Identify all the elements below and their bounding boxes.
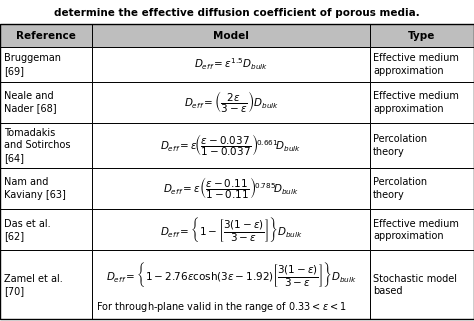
Text: Reference: Reference xyxy=(16,30,76,41)
Text: $D_{eff} = \left\{1 - \left[\dfrac{3(1-\varepsilon)}{3-\varepsilon}\right]\right: $D_{eff} = \left\{1 - \left[\dfrac{3(1-\… xyxy=(160,215,302,244)
Text: Effective medium
approximation: Effective medium approximation xyxy=(373,53,459,76)
Text: Effective medium
approximation: Effective medium approximation xyxy=(373,91,459,114)
Bar xyxy=(92,168,370,209)
Text: $D_{eff} = \left\{1 - 2.76\varepsilon \cosh(3\varepsilon - 1.92) \left[\dfrac{3(: $D_{eff} = \left\{1 - 2.76\varepsilon \c… xyxy=(106,260,356,289)
Text: $D_{eff} = \left(\dfrac{2\varepsilon}{3-\varepsilon}\right) D_{bulk}$: $D_{eff} = \left(\dfrac{2\varepsilon}{3-… xyxy=(183,89,279,115)
Bar xyxy=(370,168,474,209)
Text: Stochastic model
based: Stochastic model based xyxy=(373,274,457,296)
Bar xyxy=(92,209,370,250)
Bar xyxy=(0,123,92,168)
Text: Tomadakis
and Sotirchos
[64]: Tomadakis and Sotirchos [64] xyxy=(4,128,70,163)
Bar xyxy=(92,123,370,168)
Text: For through-plane valid in the range of $0.33 < \varepsilon < 1$: For through-plane valid in the range of … xyxy=(96,300,347,314)
Text: Neale and
Nader [68]: Neale and Nader [68] xyxy=(4,91,56,114)
Text: Nam and
Kaviany [63]: Nam and Kaviany [63] xyxy=(4,177,66,200)
Bar xyxy=(0,82,92,123)
Bar xyxy=(0,168,92,209)
Text: Zamel et al.
[70]: Zamel et al. [70] xyxy=(4,274,63,296)
Bar xyxy=(92,250,370,319)
Bar xyxy=(370,82,474,123)
Text: $D_{eff} = \varepsilon \left(\dfrac{\varepsilon - 0.11}{1 - 0.11}\right)^{\!0.78: $D_{eff} = \varepsilon \left(\dfrac{\var… xyxy=(163,176,299,202)
Text: Bruggeman
[69]: Bruggeman [69] xyxy=(4,53,61,76)
Bar xyxy=(92,82,370,123)
Text: Model: Model xyxy=(213,30,249,41)
Bar xyxy=(0,209,92,250)
Text: Das et al.
[62]: Das et al. [62] xyxy=(4,219,50,241)
Bar xyxy=(0,24,92,47)
Text: Percolation
theory: Percolation theory xyxy=(373,177,427,200)
Bar xyxy=(0,250,92,319)
Text: Effective medium
approximation: Effective medium approximation xyxy=(373,219,459,241)
Bar xyxy=(370,47,474,82)
Bar xyxy=(92,24,370,47)
Bar xyxy=(92,47,370,82)
Bar xyxy=(370,24,474,47)
Text: Type: Type xyxy=(408,30,436,41)
Bar xyxy=(370,123,474,168)
Text: $D_{eff} = \varepsilon^{1.5}D_{bulk}$: $D_{eff} = \varepsilon^{1.5}D_{bulk}$ xyxy=(194,56,268,72)
Bar xyxy=(370,209,474,250)
Bar xyxy=(370,250,474,319)
Text: determine the effective diffusion coefficient of porous media.: determine the effective diffusion coeffi… xyxy=(54,8,420,18)
Text: Percolation
theory: Percolation theory xyxy=(373,134,427,157)
Text: $D_{eff} = \varepsilon\! \left(\dfrac{\varepsilon - 0.037}{1 - 0.037}\right)^{\!: $D_{eff} = \varepsilon\! \left(\dfrac{\v… xyxy=(160,132,302,158)
Bar xyxy=(0,47,92,82)
